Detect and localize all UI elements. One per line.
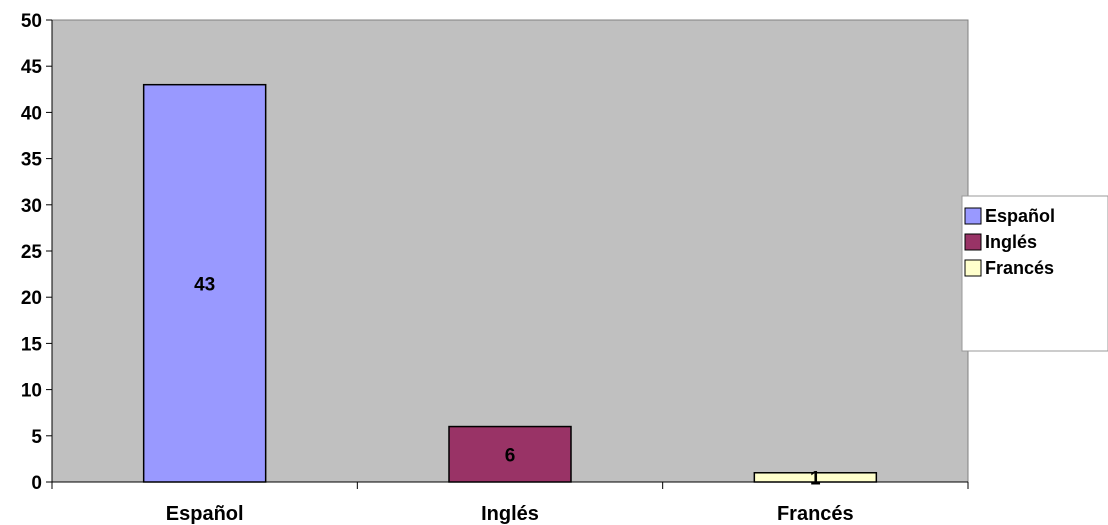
y-tick-label: 50 xyxy=(21,11,42,32)
legend-label: Español xyxy=(985,206,1055,226)
y-tick-label: 40 xyxy=(21,103,42,124)
legend-swatch xyxy=(964,259,982,277)
bar-ingles xyxy=(448,425,572,483)
y-tick-label: 0 xyxy=(31,473,42,494)
y-tick-label: 25 xyxy=(21,242,43,263)
data-label: 6 xyxy=(505,445,516,466)
y-tick-label: 10 xyxy=(21,381,42,402)
legend-box xyxy=(961,195,1108,352)
x-category-label: Español xyxy=(166,503,244,525)
y-tick-label: 45 xyxy=(21,57,43,78)
legend-label: Inglés xyxy=(985,232,1037,252)
x-category-label: Inglés xyxy=(481,503,539,525)
bar-espanol xyxy=(142,83,267,483)
legend-swatch xyxy=(964,207,982,225)
data-label: 1 xyxy=(810,468,821,489)
y-tick-label: 30 xyxy=(21,196,42,217)
legend-swatch xyxy=(964,233,982,251)
y-tick-label: 5 xyxy=(31,427,42,448)
y-tick-label: 15 xyxy=(21,334,43,355)
x-category-label: Francés xyxy=(777,503,854,525)
y-tick-label: 35 xyxy=(21,150,43,171)
y-tick-label: 20 xyxy=(21,288,42,309)
data-label: 43 xyxy=(194,274,215,295)
bar-frances xyxy=(753,472,878,483)
legend-label: Francés xyxy=(985,258,1054,278)
